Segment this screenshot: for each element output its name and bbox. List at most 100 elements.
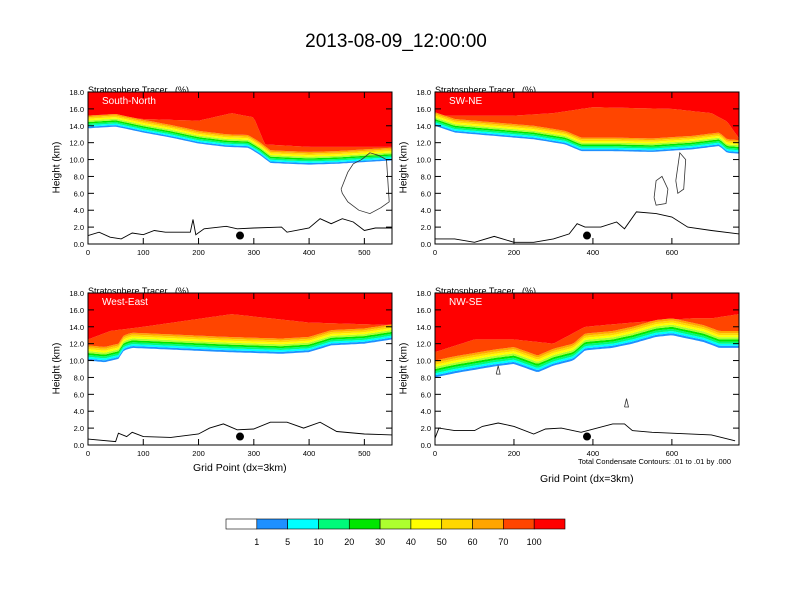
- y-tick-label: 18.0: [416, 289, 431, 298]
- colorbar-label: 1: [254, 537, 259, 547]
- panel-header-line1: Stratosphere Tracer (%): [435, 85, 537, 95]
- tracer-band-100: [88, 293, 392, 340]
- y-tick-label: 4.0: [74, 407, 84, 416]
- plot-frame: [87, 91, 393, 245]
- y-tick-label: 2.0: [74, 424, 84, 433]
- condensate-contour: [675, 151, 687, 195]
- colorbar-box: [256, 518, 288, 530]
- y-tick-label: 12.0: [416, 139, 431, 148]
- location-marker: [583, 231, 591, 240]
- y-tick-label: 6.0: [421, 189, 431, 198]
- location-marker: [583, 432, 591, 441]
- x-tick-label: 600: [666, 248, 679, 257]
- y-tick-label: 4.0: [421, 206, 431, 215]
- panel-sw-ne: SW-NE 0.0 2.0 4.0 6.0 8.0 10.0 12.0 14.0 16.0 18.0…: [416, 88, 740, 257]
- y-tick-label: 18.0: [416, 88, 431, 97]
- colorbar-box: [410, 518, 443, 530]
- colorbar-label: 50: [437, 537, 447, 547]
- x-tick-label: 0: [433, 248, 437, 257]
- y-tick-label: 10.0: [69, 156, 84, 165]
- x-tick-label: 500: [358, 248, 371, 257]
- x-tick-label: 0: [86, 248, 90, 257]
- contour-annotation: Total Condensate Contours: .01 to .01 by…: [578, 457, 732, 466]
- y-tick-label: 18.0: [69, 289, 84, 298]
- colorbar-box: [503, 518, 535, 530]
- y-tick-label: 14.0: [416, 122, 431, 131]
- x-tick-label: 200: [508, 248, 521, 257]
- tracer-band-70: [88, 314, 392, 347]
- cross-section-label: South-North: [102, 96, 156, 107]
- x-tick-label: 200: [192, 449, 205, 458]
- colorbar-label: 100: [527, 537, 542, 547]
- y-tick-label: 6.0: [74, 390, 84, 399]
- condensate-contour: [340, 152, 390, 215]
- x-tick-label: 200: [192, 248, 205, 257]
- terrain-line: [88, 421, 392, 443]
- y-tick-label: 10.0: [69, 357, 84, 366]
- y-tick-label: 0.0: [74, 441, 84, 450]
- panel-south-north: South-North 0.0 2.0 4.0 6.0 8.0 10.0 12.0 14.0 16…: [69, 88, 393, 257]
- y-tick-label: 8.0: [74, 373, 84, 382]
- condensate-contour: [495, 365, 501, 375]
- colorbar-label: 70: [498, 537, 508, 547]
- colorbar-label: 40: [406, 537, 416, 547]
- y-tick-label: 12.0: [416, 340, 431, 349]
- terrain-line: [88, 218, 392, 240]
- figure-title: 2013-08-09_12:00:00: [305, 31, 487, 52]
- panel-header-line1: Stratosphere Tracer (%): [88, 85, 190, 95]
- tracer-band-1: [88, 125, 392, 165]
- plot-frame: [434, 292, 740, 446]
- y-tick-label: 0.0: [74, 240, 84, 249]
- y-tick-label: 16.0: [69, 306, 84, 315]
- tracer-band-70: [88, 113, 392, 152]
- y-tick-label: 6.0: [421, 390, 431, 399]
- y-tick-label: 14.0: [69, 323, 84, 332]
- panel-header-line1: Stratosphere Tracer (%): [435, 286, 537, 296]
- colorbar-box: [441, 518, 473, 530]
- condensate-contour: [653, 175, 669, 206]
- x-tick-label: 500: [358, 449, 371, 458]
- colorbar-label: 10: [313, 537, 323, 547]
- plot-area: [435, 293, 739, 445]
- colorbar-label: 30: [375, 537, 385, 547]
- tracer-band-50: [88, 115, 392, 156]
- plot-area: [88, 92, 392, 244]
- cross-section-label: SW-NE: [449, 96, 482, 107]
- colorbar-box: [533, 518, 566, 530]
- y-tick-label: 8.0: [421, 373, 431, 382]
- tracer-band-10: [88, 121, 392, 162]
- x-axis-label: Grid Point (dx=3km): [193, 462, 287, 474]
- plot-frame: [87, 292, 393, 446]
- colorbar-box: [225, 518, 258, 530]
- plot-frame: [434, 91, 740, 245]
- y-tick-label: 0.0: [421, 240, 431, 249]
- x-tick-label: 100: [137, 248, 150, 257]
- y-tick-label: 16.0: [416, 105, 431, 114]
- terrain-line: [435, 422, 736, 442]
- y-tick-label: 4.0: [421, 407, 431, 416]
- plot-area: [435, 92, 739, 244]
- x-tick-label: 400: [587, 248, 600, 257]
- tracer-band-20: [88, 120, 392, 160]
- cross-section-label: NW-SE: [449, 297, 482, 308]
- colorbar-box: [379, 518, 412, 530]
- panel-west-east: West-East 0.0 2.0 4.0 6.0 8.0 10.0 12.0 14.0 16.0…: [69, 289, 393, 458]
- plot-area: [88, 293, 392, 445]
- y-tick-label: 10.0: [416, 156, 431, 165]
- x-tick-label: 300: [248, 449, 261, 458]
- condensate-contour: [624, 398, 630, 408]
- y-tick-label: 2.0: [421, 223, 431, 232]
- colorbar-box: [348, 518, 381, 530]
- y-tick-label: 16.0: [69, 105, 84, 114]
- location-marker: [236, 231, 244, 240]
- tracer-band-100: [88, 92, 392, 147]
- y-tick-label: 6.0: [74, 189, 84, 198]
- y-tick-label: 18.0: [69, 88, 84, 97]
- x-tick-label: 600: [666, 449, 679, 458]
- y-tick-label: 2.0: [74, 223, 84, 232]
- x-tick-label: 300: [248, 248, 261, 257]
- colorbar: 1 5 10 20 30 40 50 60 70 100: [225, 518, 566, 547]
- tracer-band-30: [88, 118, 392, 159]
- x-tick-label: 200: [508, 449, 521, 458]
